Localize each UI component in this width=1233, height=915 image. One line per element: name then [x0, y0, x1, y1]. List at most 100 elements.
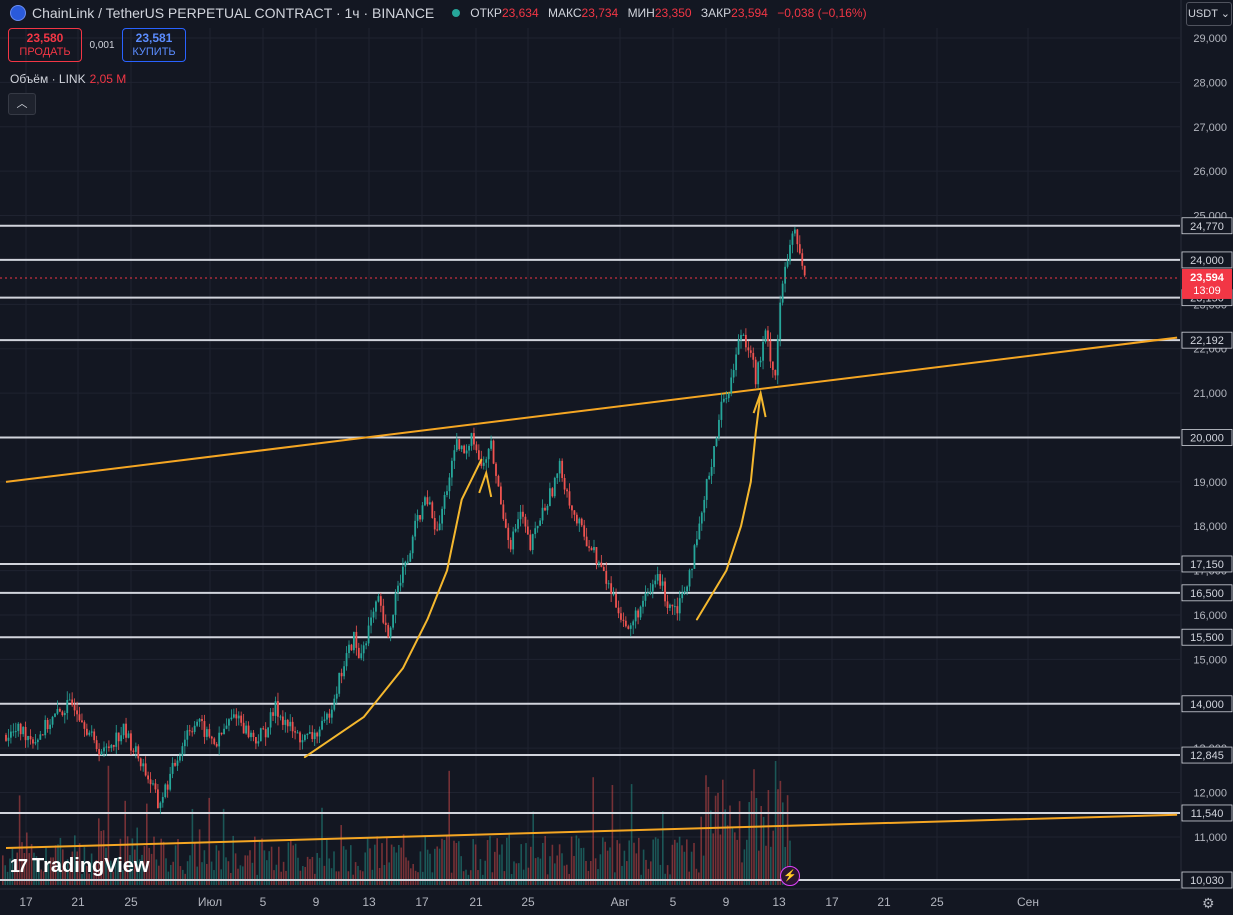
volume-bar: [611, 785, 614, 885]
level-tag: [1181, 628, 1233, 646]
volume-bar: [582, 847, 585, 885]
candle-body: [208, 729, 211, 737]
volume-bar: [107, 765, 110, 885]
spread-value: 0,001: [89, 39, 115, 51]
buy-label: КУПИТЬ: [132, 46, 176, 58]
volume-bar: [83, 847, 86, 885]
volume-bar: [105, 847, 107, 885]
candle-body: [100, 751, 103, 755]
candle-body: [277, 701, 279, 717]
candle-body: [384, 622, 387, 626]
candle-body: [95, 740, 98, 750]
candle-body: [340, 672, 343, 677]
volume-bar: [402, 834, 405, 885]
volume-bar: [410, 868, 412, 885]
lightning-icon[interactable]: ⚡: [780, 866, 800, 886]
volume-bar: [246, 855, 249, 885]
candle-body: [693, 545, 696, 569]
volume-bar: [273, 870, 275, 885]
volume-bar: [165, 858, 167, 885]
candle-body: [771, 361, 774, 370]
candle-body: [700, 512, 703, 524]
candle-body: [210, 736, 213, 739]
volume-bar: [575, 835, 578, 885]
currency-select[interactable]: USDT ⌄: [1186, 2, 1232, 26]
candle-body: [436, 529, 439, 531]
candle-body: [90, 731, 93, 733]
volume-bar: [767, 790, 770, 885]
time-tick-label: 21: [877, 895, 891, 909]
volume-bar: [731, 826, 734, 885]
candle-body: [196, 721, 198, 726]
collapse-legend-button[interactable]: ︿: [8, 93, 36, 115]
volume-bar: [563, 865, 566, 885]
candle-body: [19, 723, 22, 735]
candle-body: [36, 739, 39, 743]
candle-body: [370, 617, 372, 626]
volume-bar: [522, 869, 525, 885]
level-lines: [0, 224, 1180, 881]
time-tick-label: Июл: [198, 895, 222, 909]
low-value: 23,350: [654, 6, 692, 20]
candle-body: [602, 566, 605, 572]
volume-bar: [671, 844, 674, 885]
volume-bar: [374, 844, 376, 885]
volume-bar: [311, 856, 314, 885]
volume-bar: [539, 858, 542, 885]
volume-bar: [196, 866, 198, 885]
price-tick-label: 15,000: [1193, 654, 1227, 666]
level-tag: [1181, 429, 1233, 446]
candle-body: [294, 731, 296, 733]
candle-body: [475, 444, 478, 451]
open-label: ОТКР: [470, 6, 502, 20]
gear-icon[interactable]: ⚙: [1202, 895, 1215, 911]
candle-body: [691, 568, 693, 571]
market-status-icon: [452, 9, 461, 17]
volume-bar: [676, 842, 678, 885]
volume-bar: [136, 827, 138, 885]
candle-body: [468, 445, 470, 451]
volume-bar: [323, 865, 326, 885]
volume-legend[interactable]: Объём · LINK 2,05 M: [10, 72, 126, 86]
volume-bar: [158, 865, 160, 885]
candle-body: [438, 523, 441, 531]
candle-body: [81, 720, 83, 723]
candle-body: [546, 505, 549, 511]
level-tag-label: 12,845: [1190, 750, 1224, 762]
candle-body: [161, 797, 164, 803]
candle-body: [446, 491, 448, 496]
price-tick-label: 26,000: [1193, 166, 1227, 178]
price-tick-label: 16,000: [1193, 610, 1227, 622]
candle-body: [71, 699, 74, 706]
candle-body: [798, 244, 801, 254]
candle-body: [159, 802, 162, 809]
sell-button[interactable]: 23,580 ПРОДАТЬ: [8, 28, 82, 62]
candle-body: [274, 701, 277, 716]
volume-bar: [6, 871, 9, 885]
candle-body: [103, 747, 105, 752]
volume-bar: [280, 871, 282, 885]
volume-bar: [566, 864, 568, 885]
volume-bar: [618, 843, 621, 885]
time-axis-bg: [0, 889, 1181, 915]
volume-bar: [496, 838, 498, 885]
candle-body: [683, 591, 686, 593]
candle-body: [372, 611, 375, 618]
candle-body: [166, 784, 169, 790]
candle-body: [377, 596, 380, 602]
symbol-title[interactable]: ChainLink / TetherUS PERPETUAL CONTRACT …: [32, 5, 435, 21]
candle-body: [661, 581, 664, 586]
volume-bar: [784, 846, 786, 885]
candle-body: [98, 749, 100, 755]
volume-bar: [21, 842, 23, 885]
volume-bar: [606, 850, 609, 885]
level-tag-label: 10,030: [1190, 875, 1224, 887]
volume-bar: [443, 840, 446, 885]
candle-body: [27, 736, 29, 741]
volume-bar: [306, 856, 309, 885]
tradingview-logo[interactable]: 17 TradingView: [10, 855, 149, 878]
buy-button[interactable]: 23,581 КУПИТЬ: [122, 28, 186, 62]
candle-series: [5, 226, 806, 814]
volume-bar: [177, 838, 179, 885]
